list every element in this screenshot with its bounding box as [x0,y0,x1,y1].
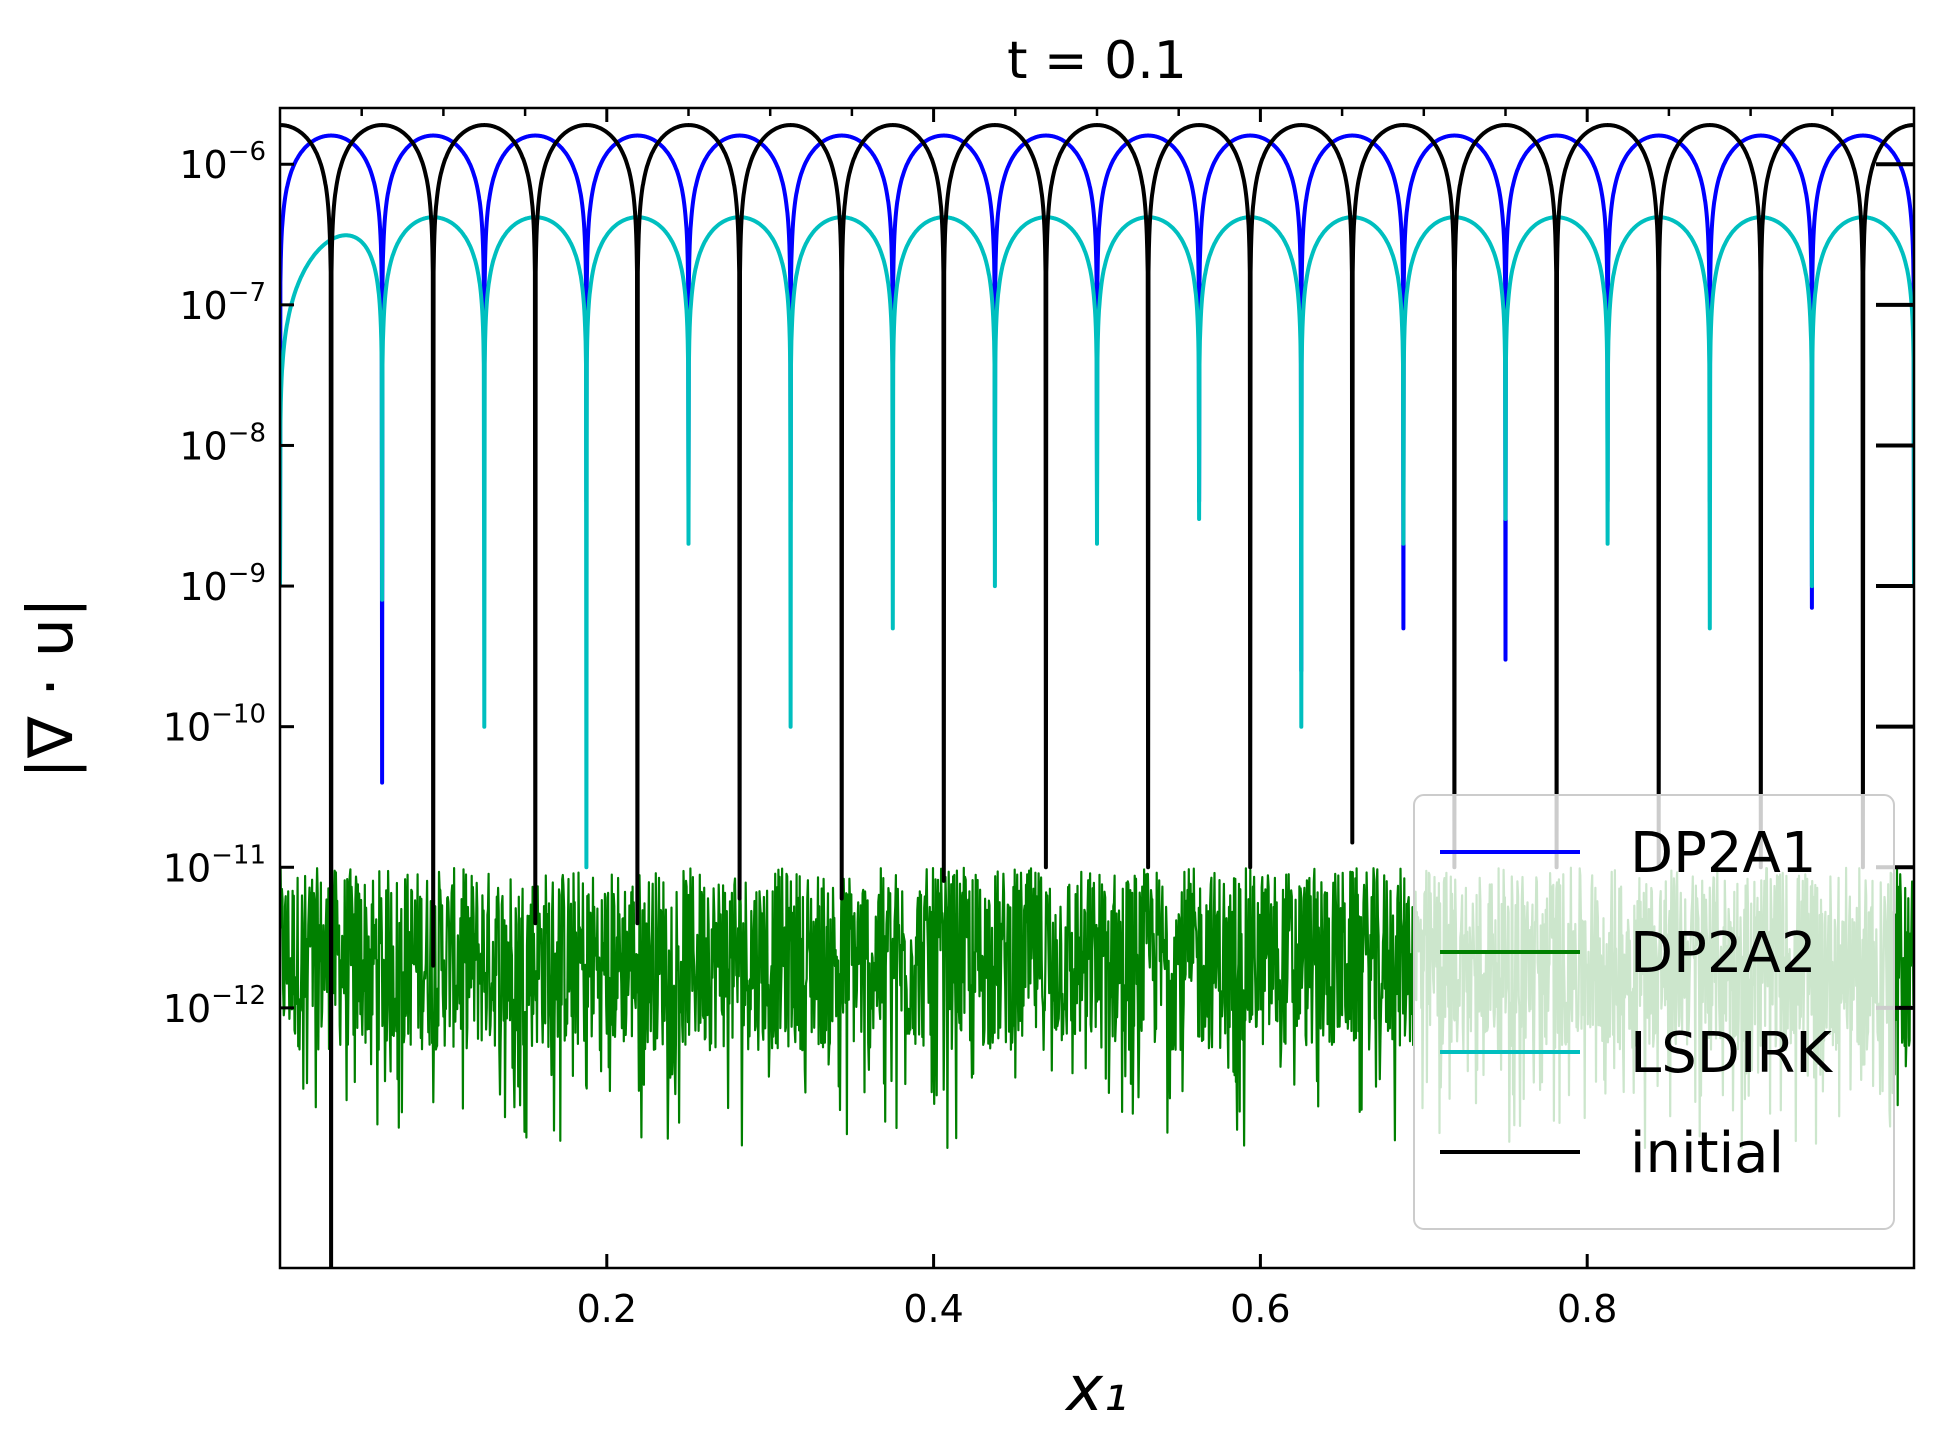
series-line-lsdirk [280,215,1914,870]
legend-label-dp2a2: DP2A2 [1630,921,1816,986]
x-axis-label: x₁ [1064,1352,1128,1425]
legend: DP2A1 DP2A2 LSDIRK initial [1413,794,1895,1230]
y-tick-label: 10−10 [163,700,266,750]
y-tick-label: 10−6 [179,137,266,187]
x-tick-label: 0.2 [577,1287,637,1331]
legend-box [1413,794,1895,1230]
y-tick-label: 10−9 [179,559,266,609]
y-tick-label: 10−7 [179,278,266,328]
x-tick-label: 0.6 [1230,1287,1290,1331]
x-tick-label: 0.8 [1557,1287,1617,1331]
y-tick-label: 10−8 [179,418,266,468]
legend-label-initial: initial [1630,1121,1784,1186]
y-axis-label: |∇ · u| [14,597,88,779]
legend-label-lsdirk: LSDIRK [1630,1021,1833,1086]
y-tick-label: 10−11 [163,840,266,890]
chart-title: t = 0.1 [1007,31,1187,91]
series-layer [280,123,1914,1268]
x-tick-label: 0.4 [903,1287,963,1331]
ticks-layer: 0.2 0.4 0.6 0.8 10−6 10−7 10−8 10−9 10−10 10−11 10… [163,108,1914,1331]
plot-area [280,123,1914,1268]
y-tick-label: 10−12 [163,981,266,1031]
legend-label-dp2a1: DP2A1 [1630,821,1816,886]
series-line-initial [280,123,1914,1268]
